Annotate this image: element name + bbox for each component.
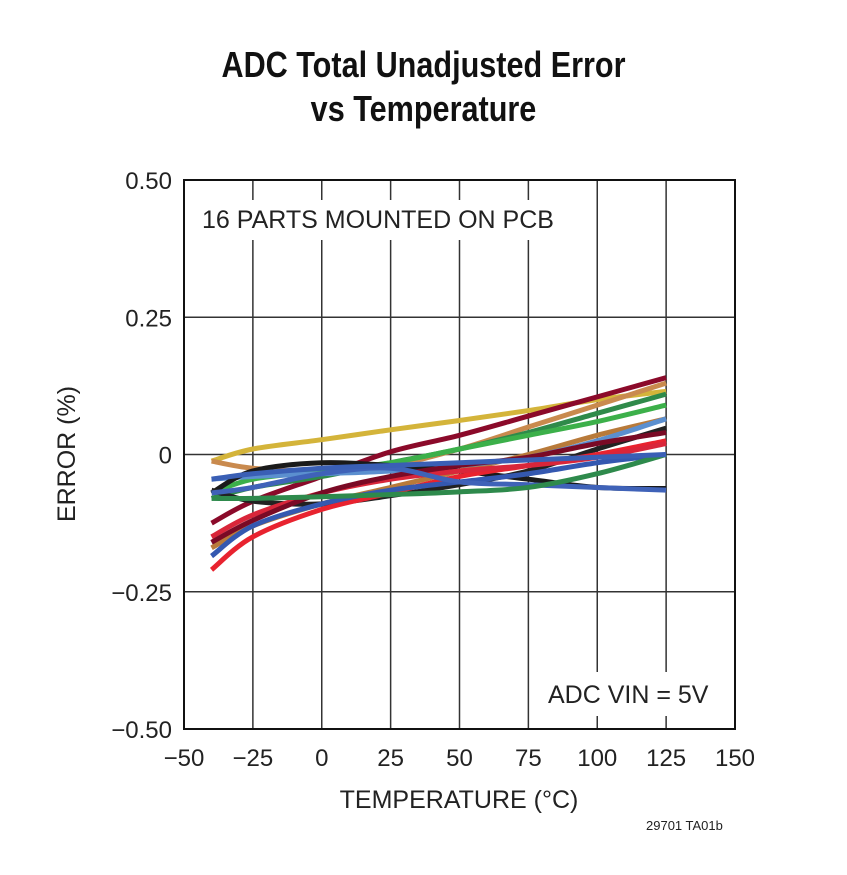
figure-id: 29701 TA01b xyxy=(646,818,723,833)
series-line-9 xyxy=(210,425,667,507)
x-tick-label: 50 xyxy=(446,745,473,772)
chart-title-line1: ADC Total Unadjusted Error xyxy=(221,44,626,85)
series-line-16 xyxy=(211,452,667,482)
annotation-bg xyxy=(195,200,555,240)
x-tick-label: 100 xyxy=(577,745,617,772)
series-line-15 xyxy=(211,452,667,502)
x-tick-label: 25 xyxy=(377,745,404,772)
series-line-13 xyxy=(210,452,667,559)
y-tick-label: −0.25 xyxy=(111,580,172,607)
chart-title-line2: vs Temperature xyxy=(310,88,537,129)
series-line-14 xyxy=(211,465,667,496)
y-tick-label: −0.50 xyxy=(111,717,172,744)
x-tick-label: 75 xyxy=(515,745,542,772)
plot-frame xyxy=(183,179,736,730)
x-tick-label: −50 xyxy=(164,745,205,772)
y-axis-label: ERROR (%) xyxy=(53,386,81,522)
series-line-12 xyxy=(210,430,667,545)
y-tick-label: 0 xyxy=(159,443,172,470)
x-axis-label: TEMPERATURE (°C) xyxy=(340,786,579,814)
y-tick-label: 0.25 xyxy=(125,305,172,332)
x-tick-label: 125 xyxy=(646,745,686,772)
annotation-bg xyxy=(535,672,725,716)
x-tick-label: 0 xyxy=(315,745,328,772)
annotation-vin: ADC VIN = 5V xyxy=(548,681,709,709)
y-tick-label: 0.50 xyxy=(125,168,172,195)
x-tick-label: 150 xyxy=(715,745,755,772)
x-tick-label: −25 xyxy=(233,745,274,772)
annotation-parts: 16 PARTS MOUNTED ON PCB xyxy=(202,206,554,234)
